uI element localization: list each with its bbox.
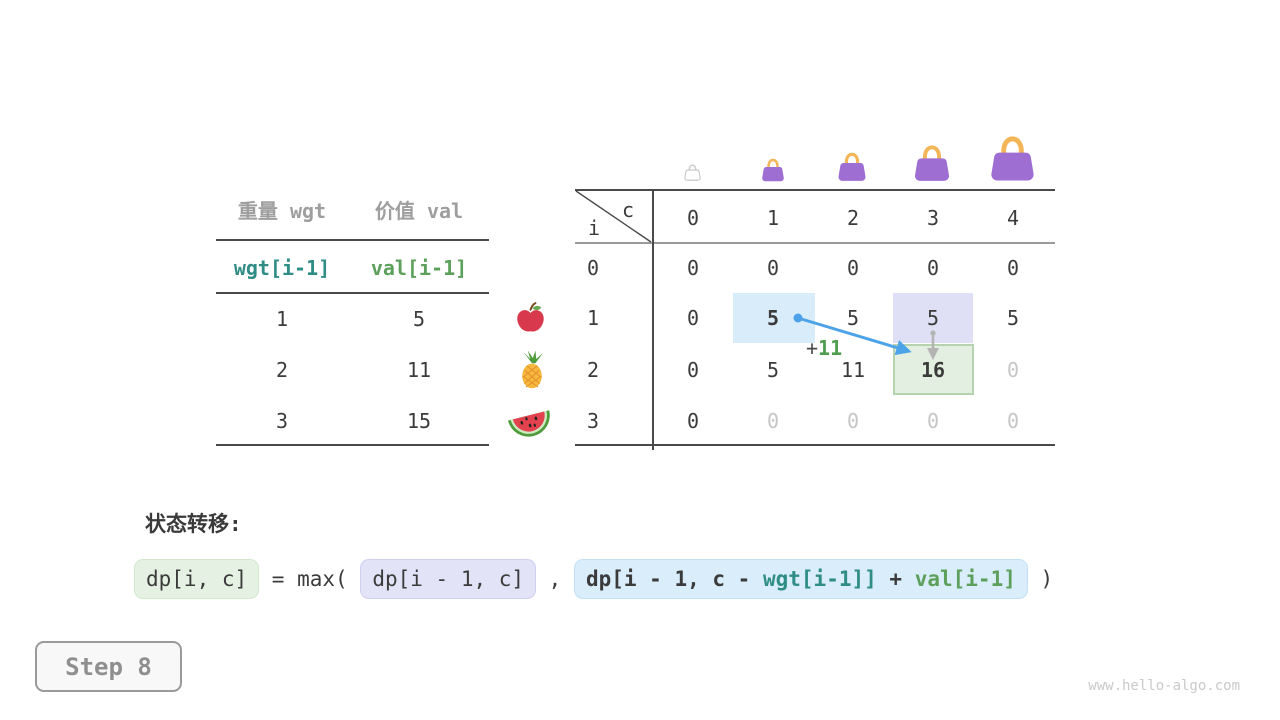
added-value: 11 [818, 336, 843, 360]
formula-arg1-box: dp[i - 1, c] [360, 559, 537, 599]
corner-row-var: i [588, 216, 601, 240]
dp-col-header: 1 [766, 206, 780, 230]
step-button[interactable]: Step 8 [35, 641, 182, 692]
plus-sign: + [806, 336, 819, 360]
table-cell: 1 [275, 307, 289, 331]
dp-cell-inherit: 5 [926, 306, 940, 330]
state-transition-label: 状态转移: [145, 512, 242, 536]
dp-row-header: 2 [586, 358, 600, 382]
table-cell: 15 [406, 409, 432, 433]
table-cell: 11 [406, 358, 432, 382]
formula-arg2-val: val[i-1] [914, 567, 1016, 591]
watermark: www.hello-algo.com [1088, 678, 1240, 694]
dp-cell: 0 [926, 409, 940, 433]
dp-cell: 11 [840, 358, 866, 382]
dp-cell: 5 [766, 358, 780, 382]
formula-close-paren: ) [1027, 567, 1054, 591]
formula-lhs-box: dp[i, c] [134, 559, 260, 599]
formula-comma: , [536, 567, 574, 591]
dp-col-header: 4 [1006, 206, 1020, 230]
dp-cell: 0 [686, 358, 700, 382]
dp-cell-result: 16 [920, 358, 946, 382]
left-table-rule-top [216, 239, 489, 241]
dp-table-divider [652, 189, 654, 450]
dp-table-rule-bottom [575, 444, 1055, 446]
state-transition-formula: dp[i, c] = max( dp[i - 1, c] , dp[i - 1,… [134, 559, 1053, 599]
formula-eq-max: = max( [259, 567, 361, 591]
dp-cell: 5 [846, 306, 860, 330]
dp-cell: 0 [686, 306, 700, 330]
dp-col-header: 2 [846, 206, 860, 230]
formula-arg2-plus: + [876, 567, 915, 591]
dp-cell: 0 [686, 256, 700, 280]
dp-col-header: 3 [926, 206, 940, 230]
dp-row-header: 3 [586, 409, 600, 433]
dp-row-header: 1 [586, 306, 600, 330]
dp-cell: 0 [846, 256, 860, 280]
watermelon-icon [505, 400, 553, 440]
dp-cell-source: 5 [766, 306, 780, 330]
dp-cell: 0 [766, 409, 780, 433]
transition-value-annotation: +11 [806, 336, 842, 360]
table-cell: 5 [412, 307, 426, 331]
dp-cell: 5 [1006, 306, 1020, 330]
dp-cell: 0 [926, 256, 940, 280]
dp-cell: 0 [1006, 358, 1020, 382]
value-column-header: 价值 val [374, 199, 464, 223]
table-cell: 3 [275, 409, 289, 433]
handbag-icon [761, 156, 785, 182]
dp-row-header: 0 [586, 256, 600, 280]
empty-bag-icon [684, 162, 701, 181]
corner-col-var: c [622, 198, 635, 222]
pineapple-icon [515, 349, 549, 391]
formula-arg2-box: dp[i - 1, c - wgt[i-1]] + val[i-1] [573, 559, 1028, 599]
handbag-icon [989, 131, 1036, 182]
dp-table-rule-header [575, 242, 1055, 244]
handbag-icon [913, 141, 951, 182]
dp-cell: 0 [766, 256, 780, 280]
apple-icon [514, 301, 547, 335]
dp-cell: 0 [686, 409, 700, 433]
handbag-icon [837, 149, 867, 182]
dp-cell: 0 [1006, 256, 1020, 280]
dp-cell: 0 [846, 409, 860, 433]
value-subheader: val[i-1] [370, 256, 468, 280]
table-cell: 2 [275, 358, 289, 382]
weight-subheader: wgt[i-1] [233, 256, 331, 280]
formula-arg2-wgt: wgt[i-1]] [762, 567, 877, 591]
left-table-rule-mid [216, 292, 489, 294]
dp-col-header: 0 [686, 206, 700, 230]
dp-table-rule-top [575, 189, 1055, 191]
formula-arg2-prefix: dp[i - 1, c - [585, 567, 763, 591]
weight-column-header: 重量 wgt [237, 199, 327, 223]
dp-cell: 0 [1006, 409, 1020, 433]
left-table-rule-bottom [216, 444, 489, 446]
